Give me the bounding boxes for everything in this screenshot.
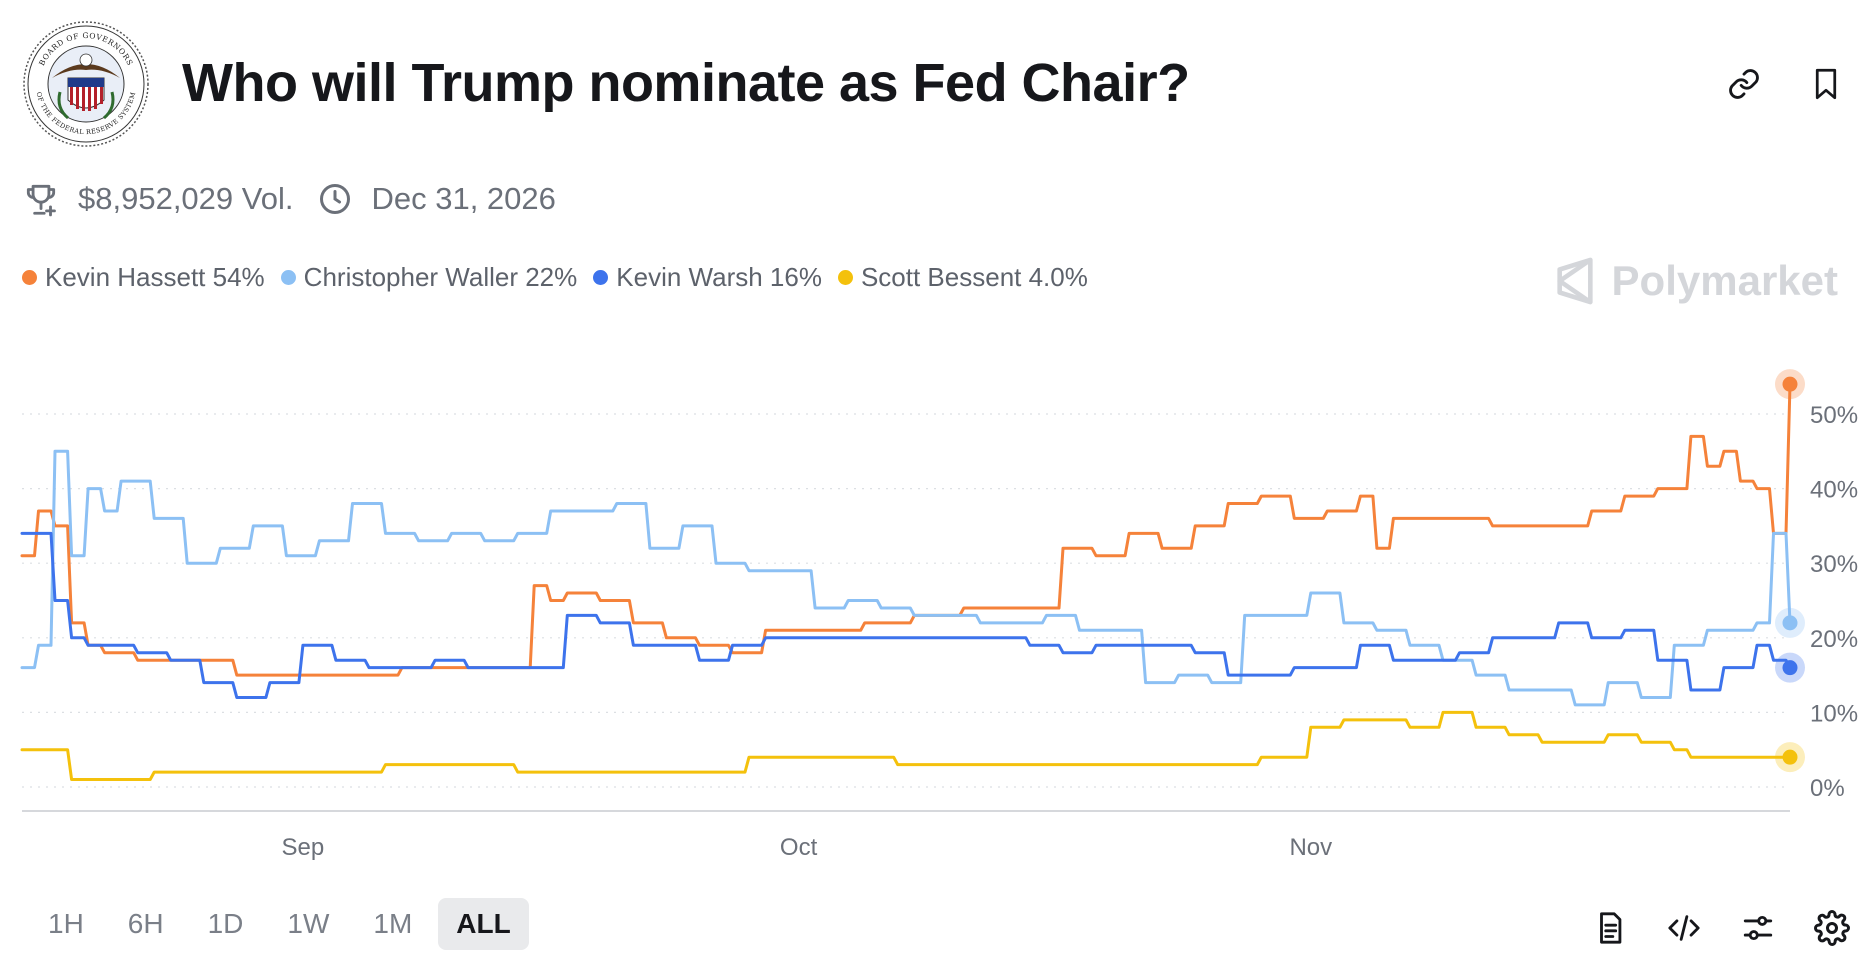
series-line [20, 382, 1792, 677]
legend-item-bessent: Scott Bessent 4.0% [837, 262, 1088, 293]
y-tick-label: 30% [1810, 551, 1858, 578]
series-line [20, 449, 1792, 707]
polymarket-watermark: Polymarket [1552, 256, 1838, 306]
x-tick-label: Oct [780, 834, 818, 860]
y-tick-label: 50% [1810, 402, 1858, 429]
y-tick-label: 0% [1810, 775, 1845, 802]
legend-dot [593, 270, 609, 285]
brand-name: Polymarket [1611, 257, 1838, 304]
chart-legend: Kevin Hassett 54% Christopher Waller 22%… [22, 262, 1104, 293]
x-tick-label: Nov [1289, 834, 1332, 860]
market-title: Who will Trump nominate as Fed Chair? [182, 53, 1190, 113]
legend-item-waller: Christopher Waller 22% [280, 262, 578, 293]
trophy-icon [26, 184, 56, 217]
legend-dot [837, 270, 853, 285]
bookmark-icon [1815, 68, 1837, 100]
top-actions [1722, 62, 1848, 106]
document-icon [1600, 912, 1622, 944]
copy-link-button[interactable] [1722, 62, 1766, 106]
range-tab-6h[interactable]: 6H [127, 908, 164, 939]
gear-icon [1814, 910, 1850, 946]
legend-label: Christopher Waller 22% [303, 262, 578, 292]
legend-dot [22, 270, 37, 285]
y-tick-label: 10% [1810, 700, 1858, 727]
sliders-icon [1743, 915, 1773, 941]
market-meta: $8,952,029 Vol. Dec 31, 2026 [22, 180, 580, 218]
embed-button[interactable] [1662, 906, 1706, 950]
polymarket-logo-icon [1556, 257, 1593, 305]
end-date-text: Dec 31, 2026 [371, 181, 556, 216]
clock-icon [320, 184, 351, 214]
chart-actions [1588, 906, 1854, 950]
x-tick-label: Sep [282, 834, 325, 860]
y-tick-label: 20% [1810, 626, 1858, 653]
y-tick-label: 40% [1810, 477, 1858, 504]
settings-button[interactable] [1810, 906, 1854, 950]
series-line [20, 710, 1792, 781]
range-tab-all[interactable]: ALL [438, 898, 529, 950]
range-tab-1d[interactable]: 1D [207, 908, 244, 939]
range-tab-1m[interactable]: 1M [373, 908, 413, 939]
market-header: BOARD OF GOVERNORS OF THE FEDERAL RESERV… [22, 20, 150, 148]
series-line [20, 531, 1792, 699]
series-end-point [1782, 749, 1798, 765]
rules-button[interactable] [1588, 906, 1632, 950]
end-date: Dec 31, 2026 [317, 181, 556, 217]
legend-dot [280, 270, 296, 285]
link-icon [1729, 69, 1759, 99]
legend-label: Scott Bessent 4.0% [860, 262, 1088, 292]
volume-text: $8,952,029 Vol. [78, 181, 294, 216]
series-end-point [1782, 376, 1798, 392]
code-icon [1668, 915, 1700, 941]
time-range-tabs: 1H 6H 1D 1W 1M ALL [30, 898, 529, 950]
legend-item-warsh: Kevin Warsh 16% [593, 262, 822, 293]
legend-item-hassett: Kevin Hassett 54% [22, 262, 265, 293]
series-end-point [1782, 615, 1798, 631]
federal-reserve-seal-icon: BOARD OF GOVERNORS OF THE FEDERAL RESERV… [23, 21, 149, 147]
volume: $8,952,029 Vol. [22, 180, 293, 218]
filters-button[interactable] [1736, 906, 1780, 950]
legend-label: Kevin Hassett 54% [45, 262, 265, 292]
range-tab-1h[interactable]: 1H [48, 908, 84, 939]
bookmark-button[interactable] [1804, 62, 1848, 106]
legend-label: Kevin Warsh 16% [616, 262, 822, 292]
range-tab-1w[interactable]: 1W [287, 908, 330, 939]
price-history-chart[interactable]: 0% 10% 20% 30% 40% 50% Sep Oct Nov [0, 340, 1876, 860]
series-end-point [1782, 660, 1798, 676]
